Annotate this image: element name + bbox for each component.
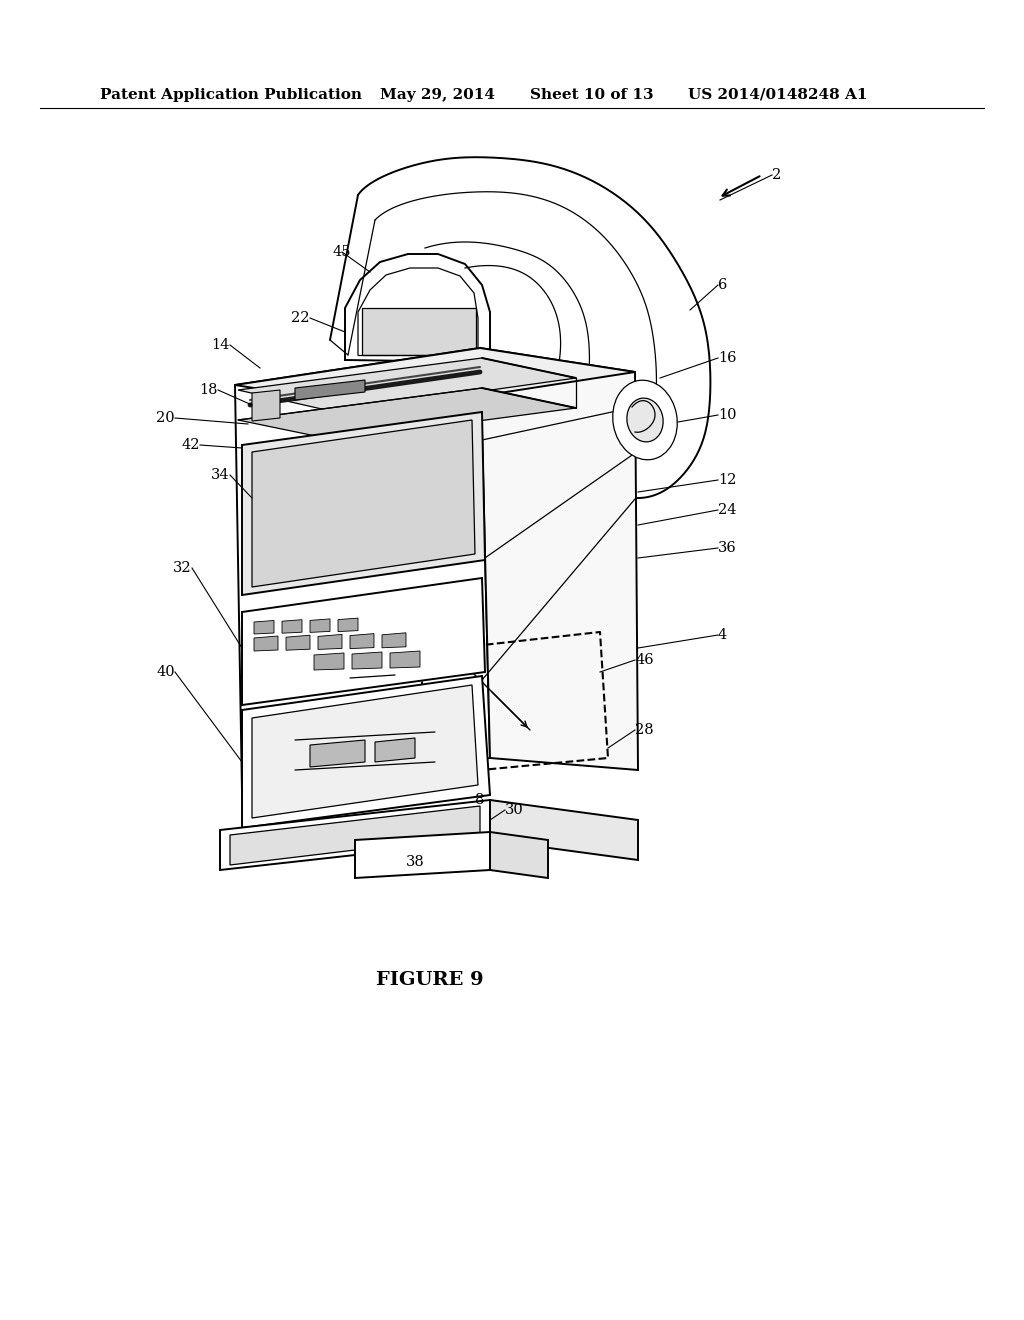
Polygon shape [314,653,344,671]
Polygon shape [242,578,485,705]
Polygon shape [352,652,382,669]
Polygon shape [238,358,575,412]
Text: 16: 16 [718,351,736,366]
Text: 45: 45 [333,246,351,259]
Polygon shape [318,635,342,649]
Polygon shape [238,388,575,440]
Text: 2: 2 [772,168,781,182]
Text: Patent Application Publication: Patent Application Publication [100,88,362,102]
Polygon shape [310,619,330,632]
Polygon shape [362,308,476,355]
Text: 40: 40 [157,665,175,678]
Polygon shape [355,832,490,878]
Polygon shape [295,380,365,400]
Text: 30: 30 [505,803,523,817]
Text: 12: 12 [718,473,736,487]
Polygon shape [234,348,490,792]
Polygon shape [230,807,480,865]
Polygon shape [242,412,485,595]
Text: 28: 28 [635,723,653,737]
Polygon shape [242,676,490,828]
Text: Sheet 10 of 13: Sheet 10 of 13 [530,88,653,102]
Polygon shape [310,741,365,767]
Polygon shape [254,636,278,651]
Text: 8: 8 [475,793,484,807]
Polygon shape [252,389,280,421]
Text: 36: 36 [718,541,736,554]
Polygon shape [338,618,358,631]
Text: US 2014/0148248 A1: US 2014/0148248 A1 [688,88,867,102]
Text: FIGURE 9: FIGURE 9 [376,972,483,989]
Polygon shape [252,420,475,587]
Polygon shape [490,832,548,878]
Ellipse shape [627,399,664,442]
Polygon shape [282,619,302,634]
Polygon shape [220,800,490,870]
Polygon shape [390,651,420,668]
Text: 46: 46 [635,653,653,667]
Polygon shape [252,685,478,818]
Polygon shape [234,348,635,411]
Polygon shape [350,634,374,648]
Polygon shape [375,738,415,762]
Text: 32: 32 [173,561,193,576]
Text: 34: 34 [211,469,230,482]
Text: 20: 20 [157,411,175,425]
Text: 42: 42 [181,438,200,451]
Polygon shape [286,635,310,651]
Text: 10: 10 [718,408,736,422]
Text: 22: 22 [292,312,310,325]
Ellipse shape [612,380,677,459]
Polygon shape [480,348,638,770]
Text: 14: 14 [212,338,230,352]
Polygon shape [254,620,274,634]
Polygon shape [382,632,406,648]
Text: May 29, 2014: May 29, 2014 [380,88,495,102]
Polygon shape [490,800,638,861]
Text: 24: 24 [718,503,736,517]
Text: 38: 38 [406,855,424,869]
Text: 6: 6 [718,279,727,292]
Text: 4: 4 [718,628,727,642]
Text: 18: 18 [200,383,218,397]
